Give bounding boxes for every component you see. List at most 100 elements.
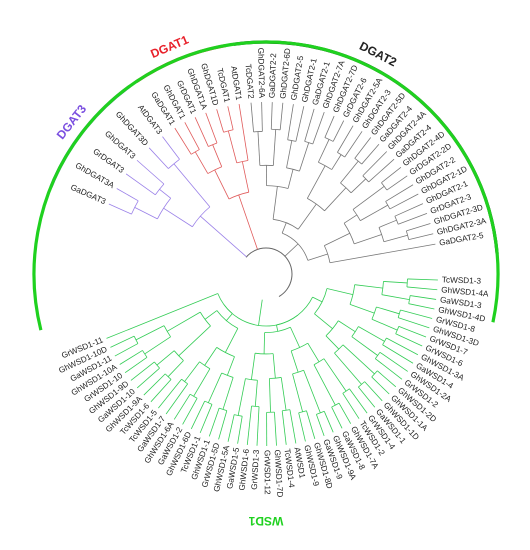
branch-line [323,358,347,392]
branch-line [218,410,228,440]
branch-line [136,159,165,185]
branch-line [279,102,284,130]
branch-line [376,306,400,315]
branch-line [280,377,287,411]
branch-line [389,193,419,210]
branch-line [318,139,330,163]
branch-arc [318,161,332,170]
group-label-wsd1: WSD1 [248,514,283,528]
branch-line [371,376,390,395]
tree-branches [106,102,438,447]
branch-line [325,335,340,350]
branch-line [298,412,306,442]
branch-line [394,203,424,217]
branch-line [316,414,325,437]
branch-line [312,296,323,303]
branch-line [208,408,220,437]
branch-arc [164,373,172,380]
branch-line [108,203,132,215]
branch-line [163,207,193,228]
branch-line [207,372,223,403]
root-arc [245,247,293,297]
branch-arc [236,160,249,164]
branch-arc [221,372,234,378]
branch-line [276,324,279,332]
leaf-label: GhWSD1-4A [441,285,489,298]
clade-stem [238,194,258,250]
branch-line [237,416,243,444]
branch-arc [397,309,401,318]
branch-line [332,120,345,142]
branch-line [297,203,317,230]
branch-line [182,398,198,425]
branch-arc [307,198,325,212]
branch-arc [208,142,218,147]
branch-line [349,388,368,414]
branch-line [307,253,328,261]
branch-line [184,361,200,382]
branch-line [324,232,350,246]
branch-line [303,370,321,414]
branch-line [306,410,316,440]
branch-line [354,234,382,245]
branch-line [324,115,335,138]
branch-line [377,370,397,388]
branch-line [410,295,437,300]
branch-line [406,223,431,232]
branch-line [371,318,398,331]
branch-line [241,161,250,193]
branch-line [306,165,326,199]
branch-line [199,404,213,434]
branch-line [150,379,172,403]
branch-line [214,169,230,200]
branch-line [331,406,343,429]
branch-line [386,175,408,191]
branch-line [227,106,234,130]
leaf-labels: GaDGAT1GhDGAT1GrDGAT1GhDGAT1AGhDGAT1DTcD… [57,48,489,498]
branch-line [237,378,246,416]
branch-arc [408,295,411,304]
branch-line [331,154,342,170]
branch-line [227,130,238,163]
branch-line [125,173,156,196]
branch-line [364,381,383,402]
branch-line [222,377,234,410]
branch-line [338,402,352,424]
branch-line [324,187,347,212]
leaf-label: GaDGAT2-2 [268,53,279,99]
branch-line [190,400,206,430]
group-arcs [32,40,500,331]
leaf-label: GrWSD1-12 [263,450,272,495]
branch-line [358,326,385,342]
branch-line [379,351,408,372]
branch-line [361,144,380,165]
branch-line [407,278,438,281]
branch-arc [282,409,290,412]
branch-line [116,188,139,202]
branch-arc [323,245,331,263]
branch-arc [405,230,410,240]
branch-line [354,137,372,159]
branch-line [158,378,182,409]
branch-line [193,368,211,397]
branch-line [114,343,139,357]
branch-arc [245,378,258,381]
branch-arc [199,311,211,327]
branch-line [342,393,360,419]
branch-line [398,213,428,225]
branch-arc [207,166,222,174]
branch-line [205,112,218,144]
branch-arc [382,337,387,345]
leaf-label: GrWSD1-3 [250,449,261,490]
branch-arc [276,296,313,326]
branch-line [344,131,363,158]
branch-line [250,102,254,132]
branch-line [274,412,277,446]
branch-line [326,288,353,296]
branch-line [334,352,362,385]
clade-stem [258,299,263,326]
branch-line [340,160,359,184]
branch-line [386,337,419,356]
branch-line [400,309,433,319]
